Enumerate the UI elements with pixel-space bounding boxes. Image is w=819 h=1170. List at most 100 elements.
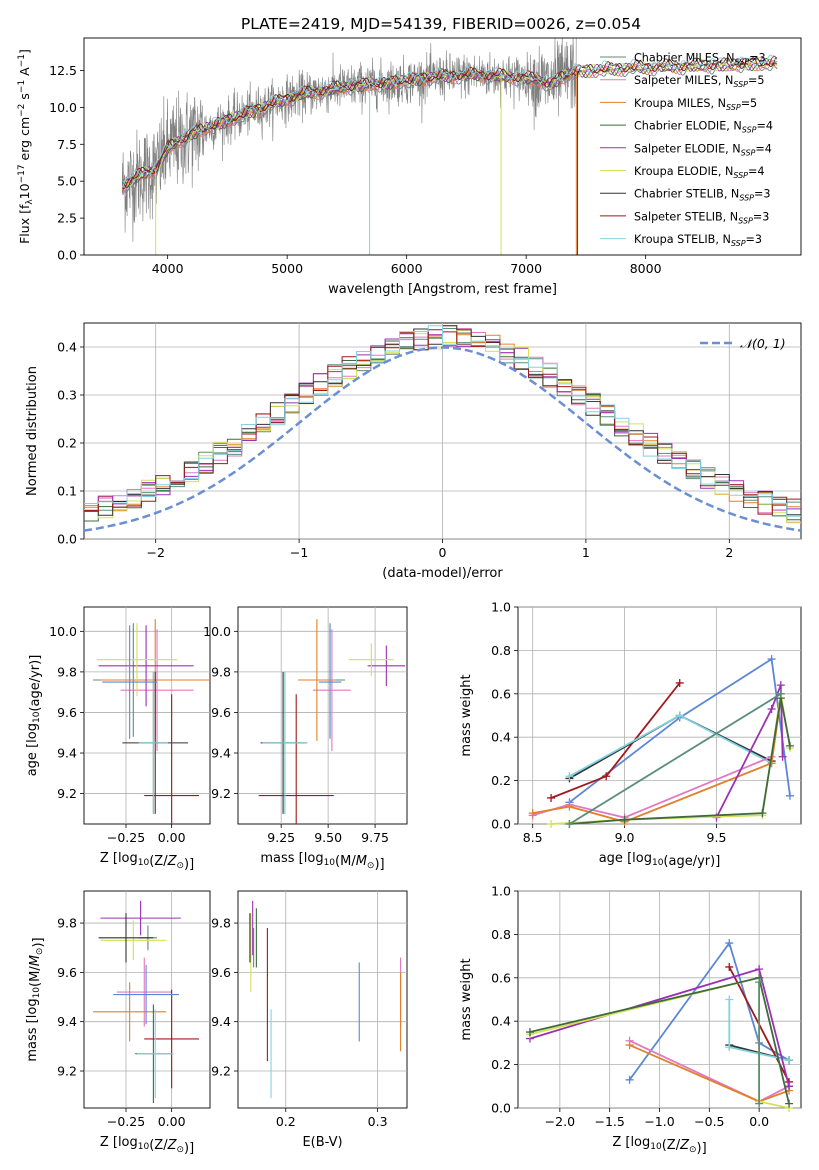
weight-marker	[565, 772, 574, 781]
x-axis-label: mass [log10(M/M⊙)]	[260, 851, 384, 872]
y-tick-label: 0.4	[57, 340, 77, 355]
errorbar-point	[298, 619, 336, 741]
x-tick-label: 0.2	[276, 1114, 296, 1129]
errorbar-point	[96, 623, 178, 697]
errorbar-point	[116, 957, 172, 1027]
y-tick-label: 9.2	[211, 1064, 231, 1079]
weight-marker	[602, 772, 611, 781]
legend-label: Kroupa STELIB, NSSP=3	[634, 233, 762, 248]
y-tick-label: 9.2	[211, 786, 231, 801]
x-tick-label: 9.75	[361, 830, 389, 845]
age-vs-mass-panel: 9.25 9.50 9.75 9.2 9.4 9.6 9.8 10.0 mass [log10(…	[203, 606, 408, 872]
weight-marker	[785, 1082, 794, 1091]
plot-area	[249, 900, 402, 1099]
x-tick-label: 4000	[152, 261, 184, 276]
legend-label: 𝒩(0, 1)	[740, 336, 786, 351]
weight-marker	[547, 793, 556, 802]
x-tick-label: 8000	[630, 261, 662, 276]
y-tick-label: 9.6	[211, 965, 231, 980]
weight-marker	[725, 962, 734, 971]
y-axis-label: mass weight	[459, 674, 474, 756]
y-tick-label: 9.6	[57, 965, 77, 980]
errorbar-point	[98, 913, 154, 963]
axes-frame	[83, 37, 802, 256]
legend-label: Salpeter STELIB, NSSP=3	[634, 210, 769, 225]
y-tick-label: 5.0	[57, 174, 77, 189]
x-tick-label: 9.0	[615, 830, 635, 845]
weight-marker	[776, 681, 785, 690]
y-tick-label: 9.4	[57, 1014, 77, 1029]
weight-marker	[755, 978, 764, 987]
y-tick-label: 7.5	[57, 137, 77, 152]
legend-label: Salpeter ELODIE, NSSP=4	[634, 142, 772, 157]
x-tick-label: −1.5	[594, 1114, 624, 1129]
y-tick-label: 9.4	[57, 746, 77, 761]
spectrum-panel: 4000 5000 6000 7000 8000 0.0 2.5 5.0 7.5 10.0 12.5…	[17, 37, 802, 297]
y-tick-label: 0.0	[57, 248, 77, 263]
errorbar-point	[348, 643, 394, 676]
x-tick-label: 2	[725, 545, 733, 560]
errorbar-point	[102, 625, 158, 739]
legend-label: Chabrier MILES, NSSP=3	[634, 52, 766, 67]
errorbar-point	[313, 629, 351, 751]
weight-marker	[778, 752, 787, 761]
errorbar-point	[262, 671, 308, 814]
x-axis-label: Z [log10(Z/Z⊙)]	[100, 851, 194, 872]
histogram-kroupa-stelib	[84, 325, 801, 517]
y-tick-label: 1.0	[491, 600, 511, 615]
weight-marker	[620, 815, 629, 824]
model-line-salpeter-stelib	[121, 55, 778, 189]
weight-marker	[725, 939, 734, 948]
x-tick-label: 9.5	[707, 830, 727, 845]
y-tick-label: 9.4	[211, 1014, 231, 1029]
errorbar-point	[100, 920, 167, 961]
weight-marker	[755, 1099, 764, 1108]
x-tick-label: 6000	[391, 261, 423, 276]
mass-vs-EBV-panel: 0.2 0.3 9.2 9.4 9.6 9.8 E(B-V)	[211, 890, 408, 1150]
y-tick-label: 0.8	[491, 643, 511, 658]
weight-marker	[755, 965, 764, 974]
x-tick-label: 7000	[510, 261, 542, 276]
weight-marker	[547, 820, 556, 828]
axes-frame	[237, 890, 408, 1109]
x-tick-label: 0.0	[749, 1114, 769, 1129]
mass-vs-Z-panel: −0.25 0.00 9.2 9.4 9.6 9.8 Z [log10(Z/Z⊙)] mass…	[25, 890, 211, 1156]
weight-line-kroupa-elodie	[551, 693, 791, 825]
y-tick-label: 1.0	[491, 884, 511, 899]
x-axis-label: (data-model)/error	[382, 566, 503, 581]
y-tick-label: 0.0	[57, 532, 77, 547]
x-tick-label: −1.0	[644, 1114, 674, 1129]
legend-label: Chabrier ELODIE, NSSP=4	[634, 120, 773, 135]
spectrum-plot-area	[121, 38, 778, 255]
y-tick-label: 0.2	[491, 773, 511, 788]
errorbar-point	[120, 629, 194, 751]
observed-spectrum	[121, 38, 577, 242]
errorbar-point	[144, 989, 200, 1089]
legend-label: Kroupa ELODIE, NSSP=4	[634, 165, 765, 180]
y-tick-label: 0.3	[57, 388, 77, 403]
x-tick-label: −0.25	[107, 1114, 145, 1129]
errorbar-point	[113, 964, 179, 1025]
y-tick-label: 2.5	[57, 211, 77, 226]
weight-marker	[625, 1075, 634, 1084]
y-tick-label: 0.4	[491, 730, 511, 745]
axes-frame	[83, 890, 211, 1109]
weight-marker	[625, 1041, 634, 1050]
x-tick-label: 0.00	[158, 1114, 186, 1129]
weight-vs-age-panel: 8.5 9.0 9.5 0.0 0.2 0.4 0.6 0.8 1.0 age [log10(ag…	[459, 600, 802, 869]
y-tick-label: 9.8	[57, 916, 77, 931]
errorbar-point	[136, 1009, 174, 1099]
y-tick-label: 9.2	[57, 786, 77, 801]
x-axis-label: Z [log10(Z/Z⊙)]	[612, 1135, 706, 1156]
x-tick-label: 8.5	[523, 830, 543, 845]
model-line-kroupa-miles	[121, 58, 778, 191]
x-tick-label: 5000	[271, 261, 303, 276]
weight-marker	[785, 1056, 794, 1065]
x-axis-label: wavelength [Angstrom, rest frame]	[328, 282, 557, 297]
errorbar-point	[318, 625, 342, 739]
y-axis-label: Flux [fλ10−17 erg cm−2 s−1 A−1]	[17, 49, 35, 244]
weight-marker	[565, 802, 574, 811]
y-tick-label: 0.6	[491, 686, 511, 701]
y-tick-label: 12.5	[49, 63, 77, 78]
